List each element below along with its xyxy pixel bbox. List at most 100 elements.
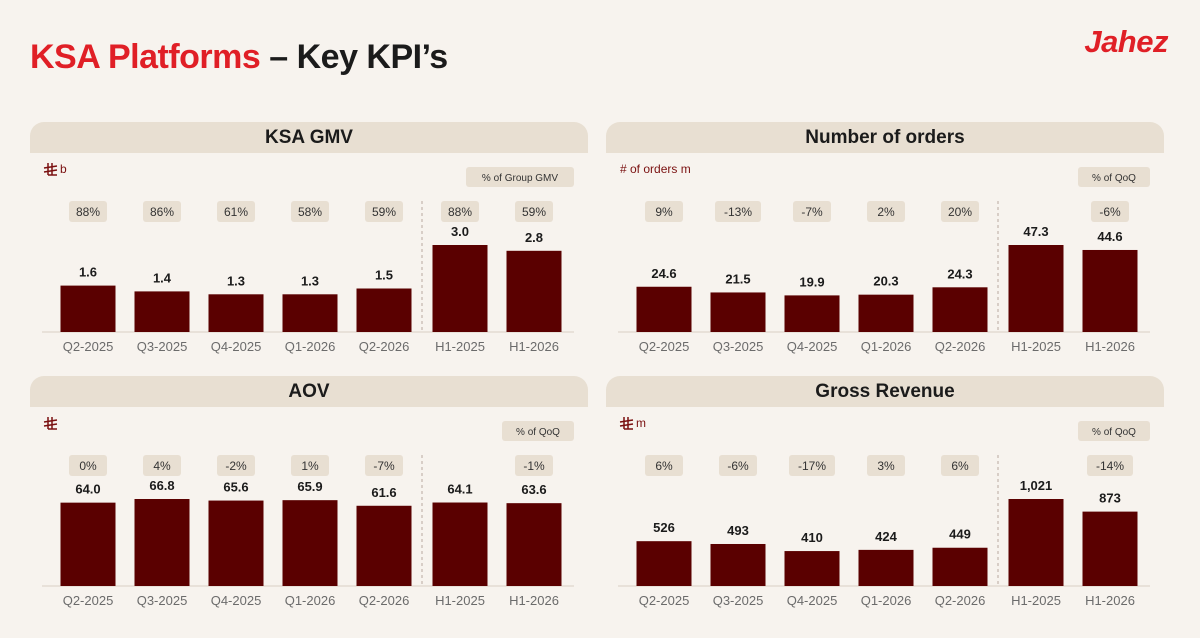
category-label: H1-2026: [1085, 339, 1135, 354]
pct-label: -17%: [798, 459, 826, 473]
bar: [134, 291, 190, 332]
badge-pill: [502, 421, 574, 441]
category-label: Q3-2025: [137, 593, 188, 608]
pct-pill: [365, 201, 403, 222]
pct-label: 6%: [655, 459, 673, 473]
bar: [432, 245, 488, 332]
category-label: H1-2026: [509, 339, 559, 354]
value-label: 64.1: [447, 482, 472, 497]
badge-label: % of Group GMV: [482, 173, 558, 184]
value-label: 64.0: [75, 482, 100, 497]
bar: [208, 294, 264, 332]
category-label: Q4-2025: [787, 339, 838, 354]
value-label: 449: [949, 527, 971, 542]
pct-label: -2%: [225, 459, 247, 473]
pct-label: 6%: [951, 459, 969, 473]
bar: [932, 547, 988, 586]
bar: [60, 285, 116, 332]
value-label: 1.3: [227, 273, 245, 288]
pct-pill: [715, 201, 761, 222]
brand-logo: Jahez: [1084, 24, 1168, 59]
pct-pill: [1087, 455, 1133, 476]
category-label: Q2-2025: [639, 339, 690, 354]
value-label: 526: [653, 520, 675, 535]
category-label: H1-2026: [1085, 593, 1135, 608]
pct-pill: [719, 455, 757, 476]
category-label: Q2-2025: [63, 339, 114, 354]
ksa-gmv-chart: b % of Group GMV 1.6 88% Q2-2025 1.4 86% Q3-202…: [42, 162, 574, 354]
page-title-highlight: KSA Platforms: [30, 38, 261, 76]
value-label: 20.3: [873, 274, 898, 289]
category-label: Q1-2026: [285, 593, 336, 608]
bar: [208, 500, 264, 586]
pct-label: -7%: [801, 205, 823, 219]
pct-pill: [291, 201, 329, 222]
pct-label: 3%: [877, 459, 895, 473]
pct-pill: [143, 201, 181, 222]
category-label: Q2-2026: [359, 593, 410, 608]
aov-chart: % of QoQ 64.0 0% Q2-2025 66.8 4% Q3-2025 65.6 -2…: [42, 417, 574, 608]
value-label: 493: [727, 523, 749, 538]
category-label: H1-2025: [435, 339, 485, 354]
value-label: 424: [875, 529, 897, 544]
value-label: 1.4: [153, 270, 172, 285]
category-label: Q2-2026: [359, 339, 410, 354]
value-label: 873: [1099, 491, 1121, 506]
category-label: Q1-2026: [861, 593, 912, 608]
value-label: 24.6: [651, 266, 676, 281]
category-label: H1-2025: [435, 593, 485, 608]
pct-pill: [441, 201, 479, 222]
pct-label: -6%: [1099, 205, 1121, 219]
bar: [356, 505, 412, 586]
category-label: Q2-2026: [935, 339, 986, 354]
value-label: 65.9: [297, 479, 322, 494]
category-label: Q2-2025: [63, 593, 114, 608]
pct-label: 88%: [76, 205, 100, 219]
bar: [710, 292, 766, 332]
pct-label: 58%: [298, 205, 322, 219]
value-label: 63.6: [521, 482, 546, 497]
pct-pill: [941, 201, 979, 222]
pct-label: -14%: [1096, 459, 1124, 473]
value-label: 44.6: [1097, 229, 1122, 244]
category-label: Q4-2025: [211, 339, 262, 354]
value-label: 1.6: [79, 265, 97, 280]
pct-label: 86%: [150, 205, 174, 219]
value-label: 47.3: [1023, 224, 1048, 239]
category-label: Q3-2025: [713, 593, 764, 608]
pct-label: 9%: [655, 205, 673, 219]
value-label: 24.3: [947, 266, 972, 281]
pct-label: -1%: [523, 459, 545, 473]
panel-title: KSA GMV: [30, 122, 588, 153]
page-title-rest: – Key KPI’s: [269, 38, 448, 76]
value-label: 2.8: [525, 230, 543, 245]
value-label: 65.6: [223, 480, 248, 495]
bar: [432, 502, 488, 586]
pct-pill: [291, 455, 329, 476]
category-label: H1-2025: [1011, 339, 1061, 354]
unit-label: b: [60, 162, 67, 176]
bar: [506, 250, 562, 332]
pct-pill: [515, 201, 553, 222]
pct-pill: [69, 201, 107, 222]
value-label: 3.0: [451, 224, 469, 239]
bar: [784, 295, 840, 332]
pct-pill: [69, 455, 107, 476]
pct-label: 1%: [301, 459, 319, 473]
category-label: Q2-2025: [639, 593, 690, 608]
badge-label: % of QoQ: [1092, 173, 1136, 184]
saudi-riyal-icon: [43, 417, 58, 430]
value-label: 19.9: [799, 274, 824, 289]
pct-label: -6%: [727, 459, 749, 473]
badge-pill: [1078, 167, 1150, 187]
pct-pill: [867, 201, 905, 222]
bar: [1082, 249, 1138, 332]
value-label: 1.5: [375, 268, 393, 283]
bar: [134, 499, 190, 586]
pct-pill: [143, 455, 181, 476]
pct-pill: [217, 455, 255, 476]
badge-label: % of QoQ: [516, 427, 560, 438]
gross-revenue-chart: m % of QoQ 526 6% Q2-2025 493 -6% Q3-2025 410 -17…: [618, 416, 1150, 608]
pct-label: -7%: [373, 459, 395, 473]
pct-label: 4%: [153, 459, 171, 473]
